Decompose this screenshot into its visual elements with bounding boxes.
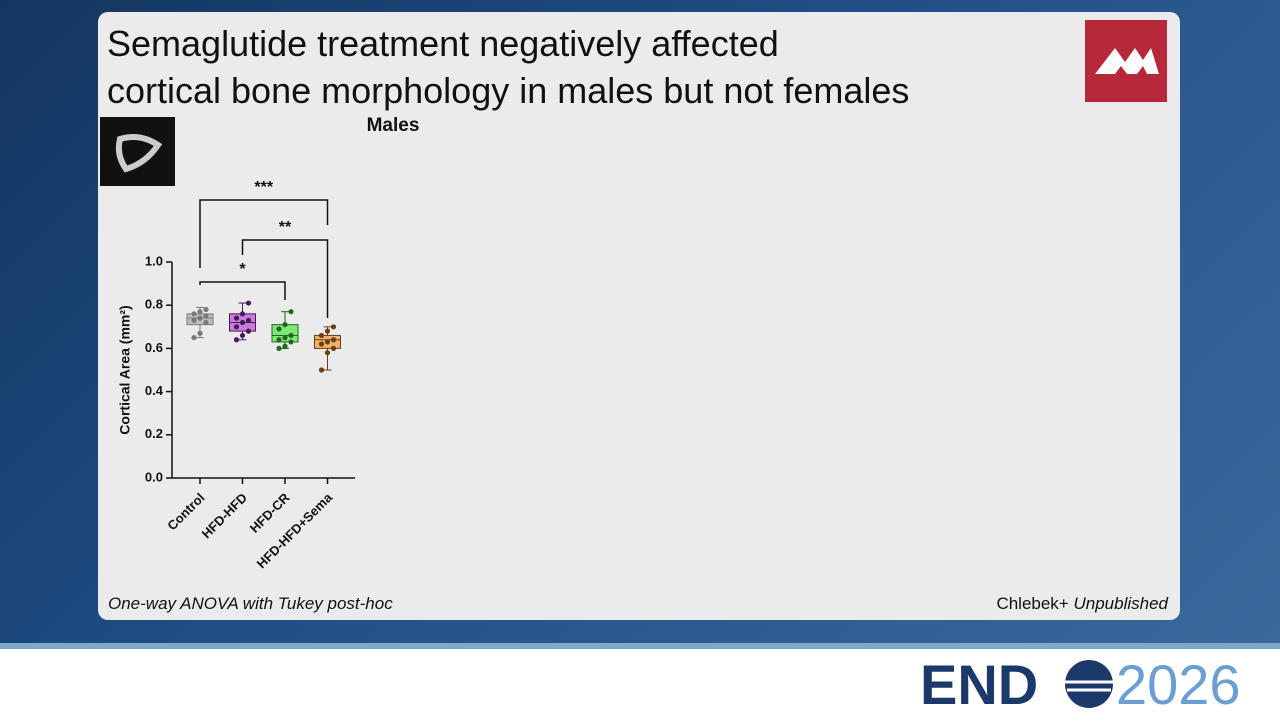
x-tick-label: HFD-HFD: [199, 490, 250, 541]
data-point: [282, 335, 288, 341]
chart-title: Males: [367, 115, 420, 136]
data-point: [203, 306, 209, 313]
citation: Chlebek+ Unpublished: [996, 594, 1168, 614]
data-point: [233, 337, 240, 343]
content-panel: Semaglutide treatment negatively affecte…: [98, 12, 1180, 620]
data-point: [282, 322, 288, 328]
data-point: [282, 343, 288, 349]
y-tick-label: 0.4: [145, 383, 164, 398]
data-point: [191, 317, 197, 323]
bone-scan: [115, 134, 163, 173]
x-tick-label: Control: [164, 490, 207, 533]
data-point: [245, 328, 252, 334]
y-tick-label: 0.8: [145, 297, 163, 312]
data-point: [239, 332, 246, 339]
data-point: [233, 315, 240, 321]
data-point: [239, 311, 246, 317]
logo-text: END: [920, 653, 1038, 716]
data-point: [245, 317, 252, 323]
data-point: [330, 324, 337, 330]
endo-wordmark: END 2026: [920, 653, 1241, 716]
footnote: One-way ANOVA with Tukey post-hoc: [108, 594, 393, 613]
data-point: [288, 339, 294, 345]
y-axis-label: Cortical Area (mm²): [117, 305, 133, 434]
data-point: [197, 330, 203, 336]
data-point: [239, 319, 246, 326]
x-tick-label: HFD-HFD+Sema: [254, 489, 336, 571]
data-point: [318, 341, 325, 347]
data-point: [288, 309, 294, 315]
logo-globe: [1065, 660, 1113, 708]
data-point: [330, 337, 337, 343]
data-point: [233, 324, 240, 330]
status: Unpublished: [1073, 594, 1168, 613]
y-tick-label: 0.0: [145, 469, 163, 484]
data-point: [203, 319, 209, 326]
significance-label: *: [239, 261, 246, 278]
data-point: [324, 350, 331, 356]
significance-bracket: [241, 239, 329, 318]
data-point: [197, 315, 203, 321]
data-point: [276, 326, 282, 332]
society-logo: [1085, 20, 1167, 102]
logo-year: 2026: [1116, 653, 1241, 716]
data-point: [330, 345, 337, 351]
author: Chlebek+: [996, 594, 1069, 613]
data-point: [276, 337, 282, 343]
data-point: [318, 367, 325, 373]
stripe: [0, 643, 1280, 649]
endo-logo: END 2026: [920, 652, 1270, 716]
data-point: [191, 335, 197, 341]
globe-lines: [1065, 680, 1113, 692]
data-point: [324, 339, 331, 345]
data-point: [203, 313, 209, 319]
y-tick-label: 0.2: [145, 426, 163, 441]
data-point: [318, 332, 325, 339]
data-point: [276, 345, 282, 351]
significance-bracket: [199, 281, 286, 300]
data-point: [324, 328, 331, 334]
significance-label: **: [279, 219, 292, 236]
bone-image: [100, 117, 175, 186]
data-point: [245, 300, 252, 306]
slide-title: Semaglutide treatment negatively affecte…: [107, 20, 909, 114]
significance-label: ***: [254, 179, 273, 196]
data-point: [197, 309, 203, 315]
y-tick-label: 1.0: [145, 253, 163, 268]
title-line: Semaglutide treatment negatively affecte…: [107, 23, 779, 64]
significance-bracket: [199, 199, 329, 268]
y-tick-label: 0.6: [145, 340, 163, 355]
data-point: [288, 332, 294, 339]
logo-mark: [1095, 48, 1159, 74]
title-line: cortical bone morphology in males but no…: [107, 70, 910, 111]
data-point: [191, 311, 197, 317]
